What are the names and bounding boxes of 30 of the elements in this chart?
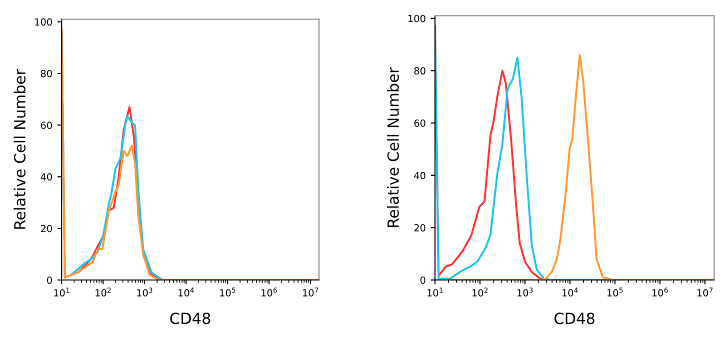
y-tick-label: 100 [408, 14, 426, 22]
y-tick-label: 40 [414, 172, 426, 180]
y-tick-label: 60 [414, 120, 426, 127]
x-tick-label: 10$^{6}$ [652, 288, 668, 296]
y-tick-label: 20 [414, 224, 426, 232]
x-tick-label: 10$^{5}$ [607, 288, 623, 296]
x-tick-label: 10$^{1}$ [54, 288, 70, 296]
x-axis-title: CD48 [170, 312, 210, 324]
y-tick-label: 0 [47, 276, 52, 284]
y-tick-label: 40 [40, 173, 52, 181]
x-tick-label: 10$^{7}$ [697, 288, 713, 296]
x-tick-label: 10$^{3}$ [517, 288, 533, 296]
x-tick-label: 10$^{5}$ [220, 288, 236, 296]
x-tick-label: 10$^{4}$ [178, 288, 194, 296]
x-tick-label: 10$^{2}$ [96, 288, 111, 296]
y-tick-label: 80 [40, 70, 52, 78]
y-tick-label: 20 [40, 224, 52, 232]
x-tick-label: 10$^{1}$ [428, 288, 443, 296]
x-tick-label: 10$^{7}$ [303, 288, 318, 296]
x-tick-label: 10$^{6}$ [262, 288, 277, 296]
x-tick-label: 10$^{4}$ [562, 288, 578, 296]
y-tick-label: 80 [414, 67, 426, 75]
y-tick-label: 100 [35, 18, 52, 26]
y-tick-label: 0 [420, 276, 426, 284]
x-axis-title: CD48 [554, 312, 594, 324]
x-tick-label: 10$^{3}$ [137, 288, 152, 296]
y-axis-title: Relative Cell Number [14, 69, 26, 229]
y-tick-label: 60 [40, 122, 52, 129]
x-tick-label: 10$^{2}$ [472, 288, 488, 296]
y-axis-title: Relative Cell Number [387, 67, 399, 228]
